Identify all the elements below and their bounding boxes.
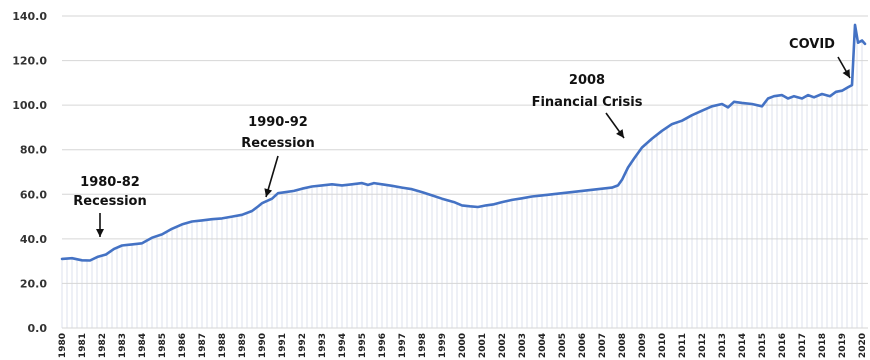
y-tick-label: 20.0 xyxy=(20,277,47,290)
x-tick-label: 1981 xyxy=(78,333,88,358)
y-tick-label: 140.0 xyxy=(12,10,47,23)
x-tick-label: 1994 xyxy=(338,333,348,358)
x-tick-label: 1982 xyxy=(98,333,108,358)
series-group xyxy=(60,23,867,262)
x-tick-label: 2005 xyxy=(558,333,568,358)
annotation-label: 1980-82 xyxy=(80,175,140,190)
x-tick-label: 1983 xyxy=(118,333,128,358)
arrow-head-icon xyxy=(96,229,104,237)
grid-lines xyxy=(62,15,868,329)
x-tick-label: 1985 xyxy=(158,333,168,358)
annotation-label: Recession xyxy=(241,136,314,151)
x-tick-label: 1999 xyxy=(438,333,448,358)
x-tick-label: 2008 xyxy=(618,333,628,358)
x-tick-label: 1998 xyxy=(418,333,428,358)
x-tick-label: 2020 xyxy=(858,333,868,358)
x-tick-label: 1980 xyxy=(58,333,68,358)
x-tick-label: 1997 xyxy=(398,333,408,358)
annotation-label: COVID xyxy=(789,37,835,52)
x-tick-label: 2009 xyxy=(638,333,648,358)
x-tick-label: 2006 xyxy=(578,333,588,358)
x-tick-label: 2016 xyxy=(778,333,788,358)
x-tick-label: 2003 xyxy=(518,333,528,358)
x-tick-label: 2015 xyxy=(758,333,768,358)
x-tick-label: 2001 xyxy=(478,333,488,358)
x-tick-label: 1995 xyxy=(358,333,368,358)
x-tick-label: 1989 xyxy=(238,333,248,358)
x-tick-label: 2000 xyxy=(458,333,468,358)
background-bars xyxy=(61,36,863,328)
annotation-label: 1990-92 xyxy=(248,115,308,130)
x-tick-label: 1987 xyxy=(198,333,208,358)
x-tick-label: 1993 xyxy=(318,333,328,358)
y-tick-label: 60.0 xyxy=(20,188,47,201)
x-tick-label: 2011 xyxy=(678,333,688,358)
x-tick-label: 1984 xyxy=(138,333,148,358)
x-tick-label: 2017 xyxy=(798,333,808,358)
arrow-head-icon xyxy=(616,129,624,138)
y-tick-label: 40.0 xyxy=(20,233,47,246)
x-tick-label: 1986 xyxy=(178,333,188,358)
series-line xyxy=(60,23,867,262)
x-tick-label: 1988 xyxy=(218,333,228,358)
arrow-head-icon xyxy=(264,188,273,197)
x-tick-label: 2007 xyxy=(598,333,608,358)
y-tick-label: 0.0 xyxy=(28,322,48,335)
x-tick-label: 2014 xyxy=(738,333,748,358)
x-tick-label: 2018 xyxy=(818,333,828,358)
x-tick-label: 2013 xyxy=(718,333,728,358)
x-tick-label: 2019 xyxy=(838,333,848,358)
x-tick-label: 2004 xyxy=(538,333,548,358)
x-tick-label: 2012 xyxy=(698,333,708,358)
x-tick-label: 2010 xyxy=(658,333,668,358)
arrow-head-icon xyxy=(842,69,850,78)
y-tick-label: 100.0 xyxy=(12,99,47,112)
x-axis: 1980 1981 1982 1983 1984 1985 1986 1987 1988 1989… xyxy=(58,333,868,358)
x-tick-label: 1990 xyxy=(258,333,268,358)
x-tick-label: 1991 xyxy=(278,333,288,358)
x-tick-label: 2002 xyxy=(498,333,508,358)
x-tick-label: 1996 xyxy=(378,333,388,358)
y-axis: 0.0 20.0 40.0 60.0 80.0 100.0 120.0 140.0 xyxy=(12,10,47,335)
y-tick-label: 120.0 xyxy=(12,55,47,68)
annotation-label: Recession xyxy=(73,194,146,209)
annotations: 1980-82 Recession 1990-92 Recession 2008 Fina… xyxy=(73,37,851,237)
y-tick-label: 80.0 xyxy=(20,144,47,157)
annotation-label: Financial Crisis xyxy=(532,95,643,110)
annotation-label: 2008 xyxy=(569,73,605,88)
x-tick-label: 1992 xyxy=(298,333,308,358)
